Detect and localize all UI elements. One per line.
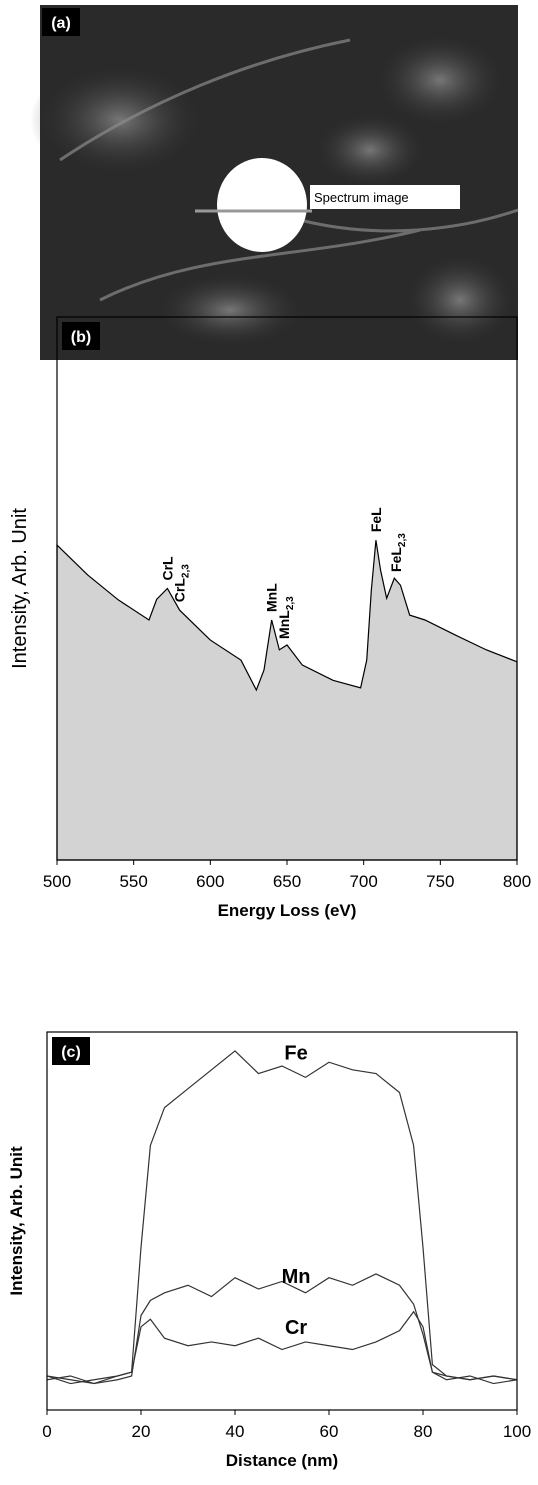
line [46, 1310, 518, 1385]
peak-label-text: CrL [172, 578, 188, 603]
x-tick-label: 40 [226, 1422, 245, 1441]
x-tick-label: 650 [273, 872, 301, 891]
line [46, 1273, 518, 1385]
peak-label-subscript: 2,3 [181, 564, 192, 578]
series-label: Fe [284, 1042, 307, 1064]
panel-label: (a) [51, 15, 71, 32]
peak-label: CrL [159, 556, 175, 581]
panel-label-box [52, 1037, 90, 1065]
x-tick-label: 800 [503, 872, 531, 891]
peak-label-text: CrL [159, 556, 175, 581]
series-label: Cr [285, 1317, 307, 1339]
peak-label-text: FeL [388, 547, 404, 572]
x-tick-label: 500 [43, 872, 71, 891]
x-tick-label: 600 [196, 872, 224, 891]
line [46, 1050, 518, 1385]
panel-label-box [62, 322, 100, 350]
panel-label: (b) [71, 329, 91, 346]
peak-label-text: FeL [368, 507, 384, 532]
x-tick-label: 60 [320, 1422, 339, 1441]
y-axis-label: Intensity, Arb. Unit [7, 1146, 26, 1296]
peak-label-subscript: 2,3 [285, 596, 296, 610]
peak-label: CrL2,3 [172, 564, 192, 602]
x-tick-label: 750 [426, 872, 454, 891]
x-tick-label: 100 [503, 1422, 531, 1441]
area [56, 540, 518, 861]
x-tick-label: 80 [414, 1422, 433, 1441]
x-tick-label: 550 [119, 872, 147, 891]
series-label: Mn [282, 1266, 311, 1288]
peak-label: FeL [368, 507, 384, 532]
image-annotation: Spectrum image [314, 190, 409, 205]
panel-label: (c) [61, 1044, 81, 1061]
x-tick-label: 0 [42, 1422, 51, 1441]
x-tick-label: 700 [349, 872, 377, 891]
x-tick-label: 20 [132, 1422, 151, 1441]
x-axis-label: Distance (nm) [226, 1451, 338, 1470]
peak-label: FeL2,3 [388, 533, 408, 572]
peak-label-text: MnL [276, 610, 292, 639]
peak-label: MnL [264, 583, 280, 612]
micrograph: Spectrum image (a) [30, 5, 520, 360]
peak-label-subscript: 2,3 [397, 533, 408, 547]
peak-label-text: MnL [264, 583, 280, 612]
plot-frame [46, 1031, 518, 1411]
x-axis-label: Energy Loss (eV) [218, 901, 357, 920]
y-axis-label: Intensity, Arb. Unit [9, 508, 31, 669]
peak-label: MnL2,3 [276, 596, 296, 639]
